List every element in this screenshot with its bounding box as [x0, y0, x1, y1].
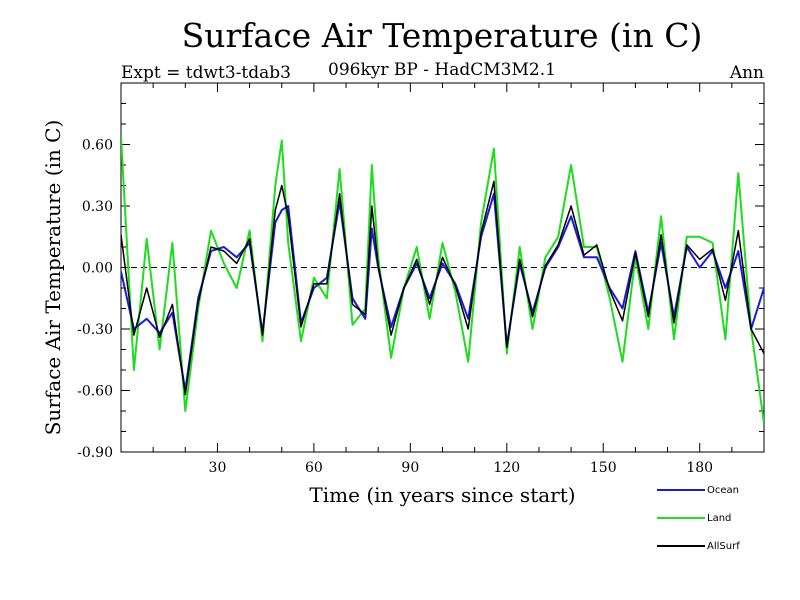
- y-tick-label: 0.30: [82, 199, 113, 215]
- x-tick-label: 150: [590, 460, 617, 476]
- x-tick-label: 90: [401, 460, 419, 476]
- x-tick-label: 180: [686, 460, 713, 476]
- series-line-ocean: [121, 192, 764, 392]
- legend-label-ocean: Ocean: [707, 485, 739, 496]
- experiment-label: Expt = tdwt3-tdab3: [121, 63, 291, 83]
- season-label: Ann: [729, 63, 764, 83]
- legend-label-land: Land: [707, 513, 731, 524]
- chart-title: Surface Air Temperature (in C): [181, 16, 703, 55]
- x-tick-label: 30: [209, 460, 227, 476]
- y-tick-label: -0.90: [77, 445, 113, 461]
- y-tick-label: 0.60: [82, 138, 113, 154]
- x-axis-label: Time (in years since start): [309, 483, 575, 507]
- x-tick-label: 120: [493, 460, 520, 476]
- subtitle-label: 096kyr BP - HadCM3M2.1: [328, 60, 556, 80]
- y-axis-label: Surface Air Temperature (in C): [41, 120, 65, 436]
- y-tick-label: -0.30: [77, 322, 113, 338]
- y-tick-label: 0.00: [82, 261, 113, 277]
- y-tick-label: -0.60: [77, 384, 113, 400]
- legend-label-allsurf: AllSurf: [707, 541, 740, 552]
- x-tick-label: 60: [305, 460, 323, 476]
- series-line-allsurf: [121, 180, 764, 396]
